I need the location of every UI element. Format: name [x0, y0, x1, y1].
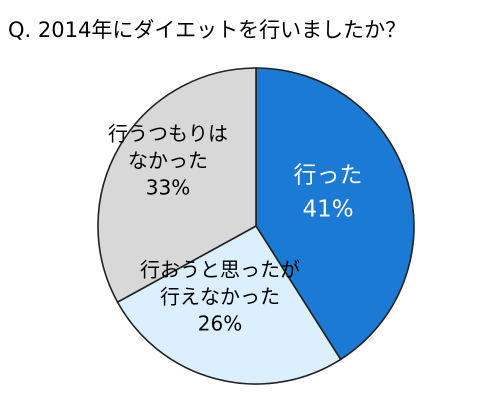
pie-slice-tried — [116, 224, 342, 385]
slice-label-not-line-0: 行うつもりは — [108, 122, 228, 146]
slice-label-tried-line-1: 行えなかった — [160, 285, 280, 309]
chart-title: Q. 2014年にダイエットを行いましたか？ — [8, 18, 407, 42]
slice-label-did-line-1: 41% — [302, 197, 353, 223]
slice-label-did-line-0: 行った — [294, 163, 363, 189]
slice-label-tried-line-0: 行おうと思ったが — [140, 258, 300, 282]
slice-label-tried-line-2: 26% — [198, 312, 242, 336]
pie-slice-not — [97, 67, 257, 304]
pie-slice-did — [255, 67, 415, 361]
slice-label-not-line-1: なかった — [128, 149, 208, 173]
slice-label-not-line-2: 33% — [146, 176, 190, 200]
